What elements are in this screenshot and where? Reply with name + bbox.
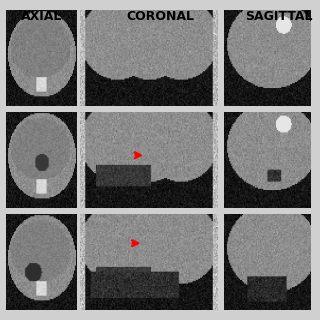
- Text: AXIAL: AXIAL: [21, 10, 62, 23]
- Text: SAGITTAL: SAGITTAL: [245, 10, 312, 23]
- Text: CORONAL: CORONAL: [126, 10, 194, 23]
